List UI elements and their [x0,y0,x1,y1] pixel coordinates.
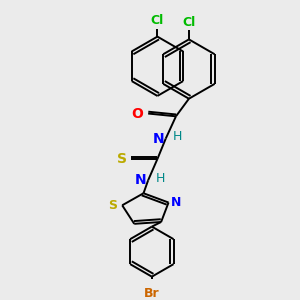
Text: N: N [152,132,164,145]
Text: O: O [132,106,143,121]
Text: Br: Br [144,287,160,300]
Text: N: N [171,196,182,209]
Text: S: S [109,199,118,212]
Text: Cl: Cl [151,14,164,27]
Text: S: S [117,152,127,166]
Text: Cl: Cl [182,16,196,29]
Text: H: H [173,130,182,143]
Text: N: N [135,173,146,187]
Text: H: H [156,172,165,185]
